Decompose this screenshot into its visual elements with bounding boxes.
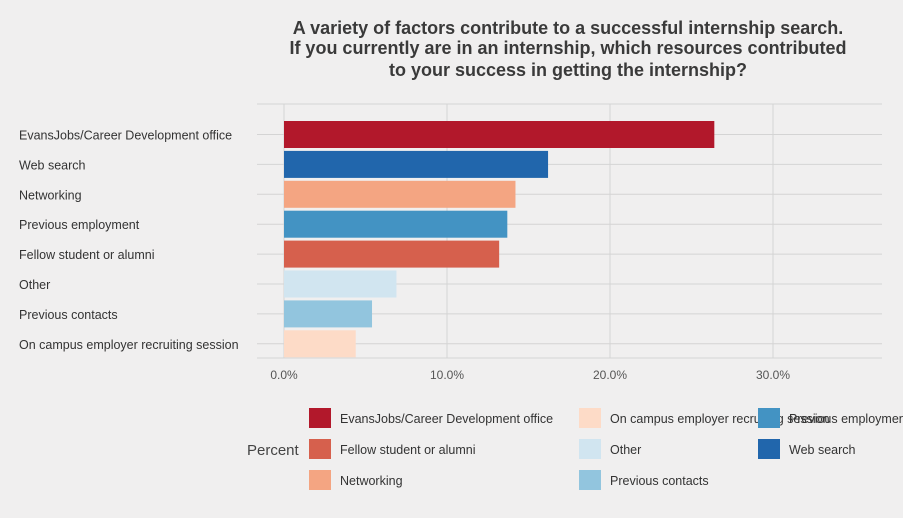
bars bbox=[284, 121, 715, 358]
bar bbox=[284, 210, 508, 238]
legend-swatch bbox=[309, 470, 331, 490]
bar bbox=[284, 150, 549, 178]
legend-label: Previous contacts bbox=[610, 474, 709, 488]
category-label: Fellow student or alumni bbox=[19, 248, 154, 262]
legend-label: EvansJobs/Career Development office bbox=[340, 412, 553, 426]
legend-swatch bbox=[309, 439, 331, 459]
legend-label: Previous employment bbox=[789, 412, 903, 426]
x-tick-label: 10.0% bbox=[430, 368, 464, 382]
legend-label: Web search bbox=[789, 443, 856, 457]
legend-swatch bbox=[758, 439, 780, 459]
legend-label: Other bbox=[610, 443, 641, 457]
category-label: Previous employment bbox=[19, 218, 140, 232]
bar bbox=[284, 300, 373, 328]
category-labels: EvansJobs/Career Development office Web s… bbox=[19, 129, 239, 352]
category-label: Previous contacts bbox=[19, 308, 118, 322]
chart-title-line-3: to your success in getting the internshi… bbox=[389, 60, 747, 80]
legend: Percent EvansJobs/Career Development off… bbox=[247, 408, 903, 490]
bar bbox=[284, 330, 356, 358]
x-tick-label: 20.0% bbox=[593, 368, 627, 382]
category-label: EvansJobs/Career Development office bbox=[19, 129, 232, 143]
legend-swatch bbox=[579, 439, 601, 459]
category-label: Web search bbox=[19, 158, 86, 172]
legend-title: Percent bbox=[247, 442, 300, 459]
chart-title-line-2: If you currently are in an internship, w… bbox=[289, 38, 846, 58]
x-axis-ticks: 0.0% 10.0% 20.0% 30.0% bbox=[270, 368, 790, 382]
category-label: On campus employer recruiting session bbox=[19, 338, 239, 352]
bar bbox=[284, 180, 516, 208]
x-tick-label: 30.0% bbox=[756, 368, 790, 382]
legend-label: Fellow student or alumni bbox=[340, 443, 475, 457]
legend-swatch bbox=[579, 408, 601, 428]
legend-label: Networking bbox=[340, 474, 403, 488]
legend-swatch bbox=[309, 408, 331, 428]
legend-swatch bbox=[579, 470, 601, 490]
legend-swatch bbox=[758, 408, 780, 428]
category-label: Other bbox=[19, 278, 50, 292]
bar bbox=[284, 240, 500, 268]
x-tick-label: 0.0% bbox=[270, 368, 298, 382]
category-label: Networking bbox=[19, 188, 82, 202]
chart-title: A variety of factors contribute to a suc… bbox=[289, 18, 846, 80]
bar bbox=[284, 121, 715, 148]
chart-title-line-1: A variety of factors contribute to a suc… bbox=[293, 18, 844, 38]
bar bbox=[284, 270, 397, 298]
